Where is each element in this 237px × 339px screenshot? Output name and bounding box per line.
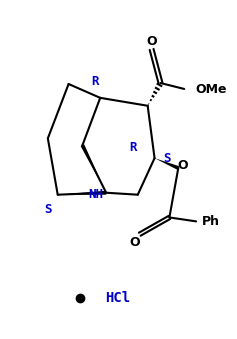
Text: R: R [129,141,137,154]
Polygon shape [81,144,106,193]
Text: Ph: Ph [202,215,220,228]
Text: S: S [164,152,171,165]
Text: R: R [91,75,99,87]
Polygon shape [155,158,179,170]
Text: O: O [129,236,140,248]
Text: HCl: HCl [105,292,130,305]
Text: NH: NH [88,188,103,201]
Text: O: O [177,159,187,172]
Polygon shape [58,191,106,195]
Text: O: O [146,35,157,48]
Text: OMe: OMe [195,83,227,96]
Text: S: S [44,203,52,216]
